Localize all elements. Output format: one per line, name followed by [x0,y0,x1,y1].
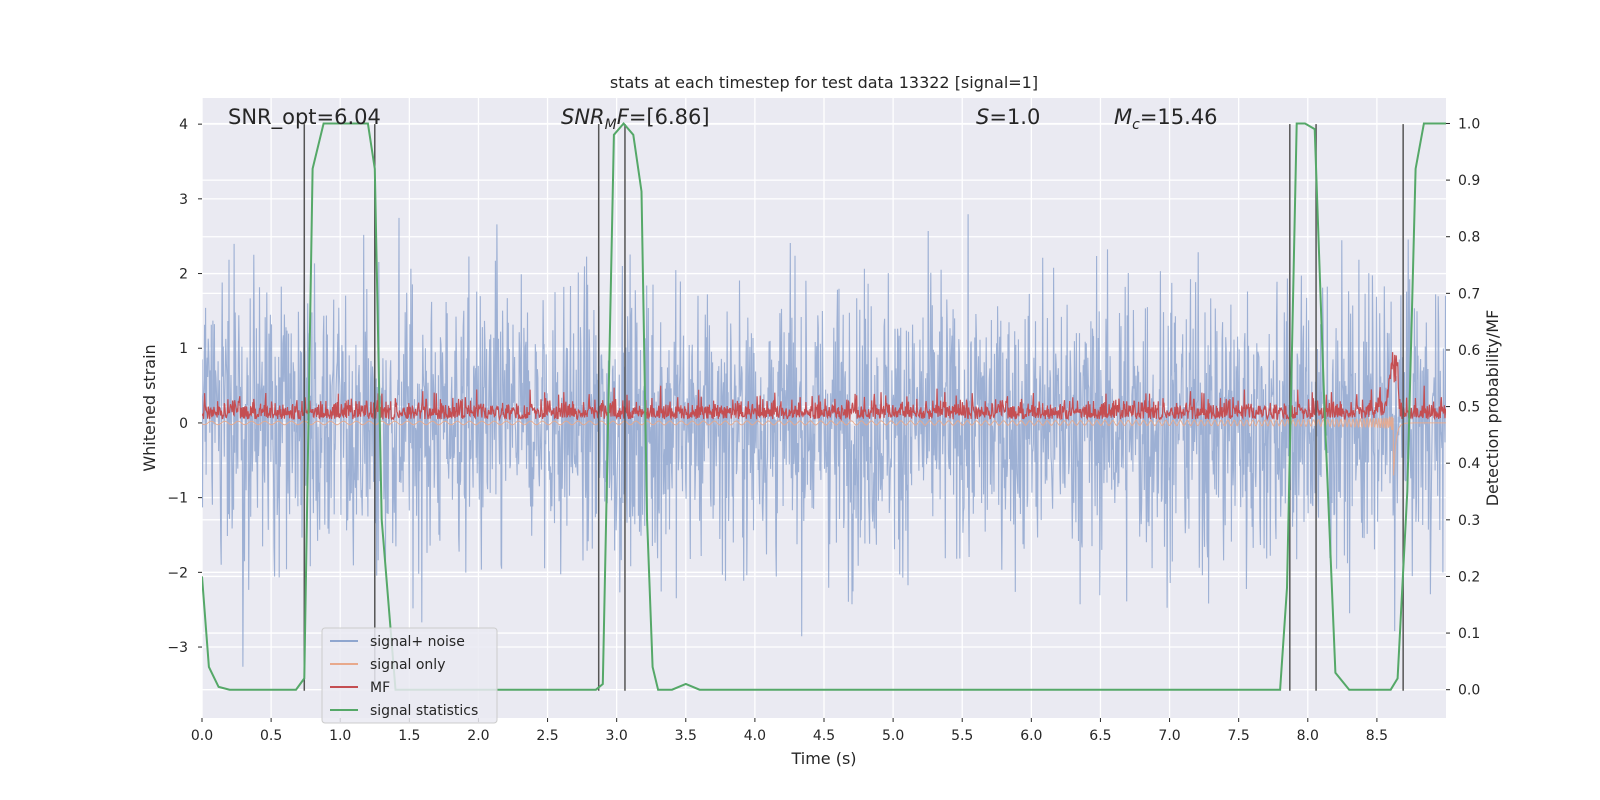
x-tick-labels: 0.0 0.5 1.0 1.5 2.0 2.5 3.0 3.5 4.0 4.5 5.0 5.5 6.0 6… [191,718,1388,744]
mc-value: =15.46 [1140,105,1218,129]
y-right-tick-label: 0.7 [1458,286,1480,302]
legend-entry-signal-statistics: signal statistics [330,703,478,719]
x-tick-label: 5.5 [951,728,973,744]
x-tick-label: 1.0 [329,728,351,744]
annotation-snr-opt: SNR_opt=6.04 [228,105,381,130]
annotation-s: S=1.0 [976,105,1040,129]
legend: signal+ noise signal only MF signal stat… [321,627,498,724]
signal-only-series [202,416,1446,476]
legend-entry-signal-only: signal only [330,657,445,673]
mc-base: M [1114,105,1132,129]
s-value: =1.0 [989,105,1040,129]
legend-label-mf: MF [370,680,390,696]
y-right-tick-label: 0.4 [1458,456,1480,472]
y-left-tick-label: −2 [167,565,188,581]
x-tick-label: 4.5 [813,728,835,744]
y-right-tick-label: 0.6 [1458,343,1480,359]
x-tick-label: 0.5 [260,728,282,744]
y-left-tick-label: 4 [179,117,188,133]
y-left-tick-labels: 4 3 2 1 0 −1 −2 −3 [167,117,202,656]
y-left-tick-label: 3 [179,192,188,208]
legend-label-noise: signal+ noise [370,634,465,650]
y-left-tick-label: −3 [167,640,188,656]
x-tick-label: 5.0 [882,728,904,744]
legend-label-signal-only: signal only [370,657,445,673]
x-tick-label: 3.5 [675,728,697,744]
y-right-tick-label: 0.1 [1458,626,1480,642]
snr-mf-value: =[6.86] [629,105,710,129]
x-tick-label: 8.0 [1297,728,1319,744]
y-left-tick-label: 2 [179,267,188,283]
signal-statistics-line [202,121,1446,691]
chart-title: stats at each timestep for test data 133… [610,73,1038,92]
x-tick-label: 0.0 [191,728,213,744]
y-right-tick-label: 0.5 [1458,400,1480,416]
y-left-tick-label: −1 [167,491,188,507]
x-tick-label: 7.0 [1158,728,1180,744]
y-right-tick-label: 0.2 [1458,569,1480,585]
snr-mf-sub: M [605,117,617,133]
mf-series [202,352,1446,422]
x-tick-label: 6.0 [1020,728,1042,744]
y-right-tick-label: 0.8 [1458,230,1480,246]
x-axis-title: Time (s) [790,749,856,768]
y-left-tick-label: 0 [179,416,188,432]
x-tick-label: 7.5 [1228,728,1250,744]
annotation-snr-mf: SNRMF=[6.86] [561,105,710,133]
x-tick-label: 3.0 [606,728,628,744]
s-symbol: S [976,105,989,129]
mf-line [202,352,1446,422]
legend-label-signal-statistics: signal statistics [370,703,478,719]
x-tick-label: 4.0 [744,728,766,744]
annotation-mc: Mc=15.46 [1114,105,1218,133]
y-right-tick-label: 0.3 [1458,513,1480,529]
mc-sub: c [1132,117,1140,133]
y-left-tick-label: 1 [179,341,188,357]
x-tick-label: 8.5 [1366,728,1388,744]
signal-statistics-series [202,121,1446,691]
snr-mf-rest: F [617,105,630,129]
x-tick-label: 6.5 [1089,728,1111,744]
x-tick-label: 1.5 [398,728,420,744]
legend-entry-noise: signal+ noise [330,634,465,650]
legend-entry-mf: MF [330,680,390,696]
y-right-axis-title: Detection probability/MF [1483,310,1502,507]
signal-only-line [202,416,1446,476]
y-left-axis-title: Whitened strain [140,344,159,471]
y-right-tick-labels: 1.0 0.9 0.8 0.7 0.6 0.5 0.4 0.3 0.2 0.1 0.0 [1446,116,1480,699]
snr-mf-base: SNR [561,105,605,129]
x-tick-label: 2.5 [536,728,558,744]
y-right-tick-label: 0.9 [1458,173,1480,189]
x-tick-label: 2.0 [467,728,489,744]
legend-box [321,627,498,724]
y-right-tick-label: 0.0 [1458,683,1480,699]
y-right-tick-label: 1.0 [1458,116,1480,132]
